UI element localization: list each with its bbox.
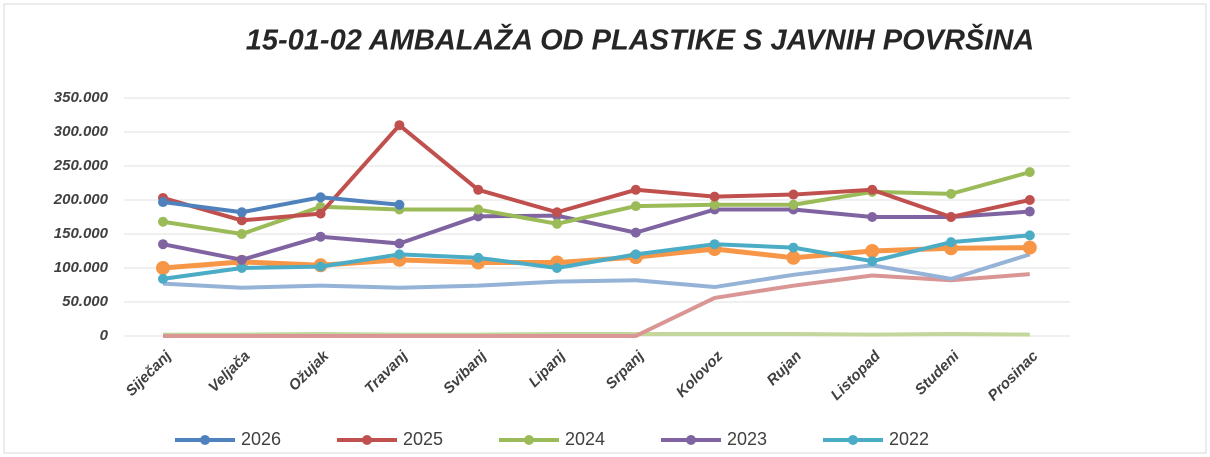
series-marker (394, 199, 405, 210)
legend-label: 2023 (727, 429, 767, 449)
series-marker (709, 191, 720, 202)
series-marker (788, 189, 799, 200)
legend-label: 2024 (565, 429, 605, 449)
legend-label: 2022 (889, 429, 929, 449)
legend-marker (200, 435, 210, 445)
series-marker (788, 199, 799, 210)
series-marker (236, 229, 247, 239)
series-marker (630, 201, 641, 212)
y-tick-label: 0 (100, 327, 109, 344)
legend-marker (524, 435, 534, 445)
y-tick-label: 150.000 (54, 225, 109, 242)
series-marker (473, 184, 484, 195)
series-line (162, 207, 1030, 262)
series-marker (552, 207, 562, 218)
y-tick-label: 50.000 (62, 293, 109, 310)
series-marker (158, 197, 168, 208)
series-marker (865, 244, 880, 258)
series-marker (630, 184, 641, 195)
series-marker (1022, 240, 1037, 255)
series-marker (1024, 230, 1035, 241)
chart-title: 15-01-02 AMBALAŽA OD PLASTIKE S JAVNIH P… (246, 23, 1035, 57)
series-marker (630, 249, 641, 260)
series-marker (1024, 206, 1035, 217)
y-tick-label: 350.000 (54, 89, 109, 106)
legend-marker (848, 435, 858, 445)
y-tick-label: 100.000 (54, 259, 109, 276)
legend-marker (686, 435, 696, 445)
legend-label: 2025 (403, 429, 443, 449)
series-marker (158, 273, 168, 284)
series-line (163, 272, 1030, 338)
series-marker (552, 263, 562, 273)
y-tick-label: 250.000 (53, 157, 109, 174)
series-marker (394, 120, 405, 131)
series-marker (786, 250, 801, 265)
series-marker (394, 249, 405, 260)
series-marker (788, 242, 799, 253)
series-marker (709, 199, 720, 210)
legend-label: 2026 (241, 429, 281, 449)
series-marker (158, 216, 168, 227)
series-line (162, 123, 1031, 223)
series-marker (236, 215, 247, 226)
series-marker (236, 207, 247, 218)
series-marker (156, 261, 170, 275)
series-marker (1024, 167, 1035, 178)
series-marker (867, 256, 878, 267)
series-marker (394, 238, 405, 249)
series-marker (315, 192, 326, 203)
series-marker (867, 212, 878, 222)
y-tick-label: 200.000 (53, 191, 109, 208)
series-marker (236, 254, 247, 265)
series-marker (552, 218, 562, 229)
series-marker (630, 227, 641, 238)
series-line (162, 195, 400, 215)
series-line (162, 233, 1030, 281)
series-marker (867, 184, 878, 195)
y-tick-label: 300.000 (54, 123, 109, 140)
series-marker (315, 261, 326, 272)
series-marker (946, 237, 956, 248)
series-marker (946, 188, 956, 199)
series-marker (473, 204, 484, 215)
series-marker (315, 231, 326, 242)
series-marker (709, 239, 720, 250)
series-marker (1024, 195, 1035, 205)
series-marker (158, 239, 168, 250)
chart-frame (3, 3, 1207, 454)
legend-marker (362, 435, 372, 445)
series-marker (315, 208, 326, 219)
series-marker (236, 263, 247, 273)
series-marker (473, 252, 484, 263)
series-marker (946, 212, 956, 222)
series-line (162, 252, 1031, 290)
series-line (162, 170, 1031, 236)
